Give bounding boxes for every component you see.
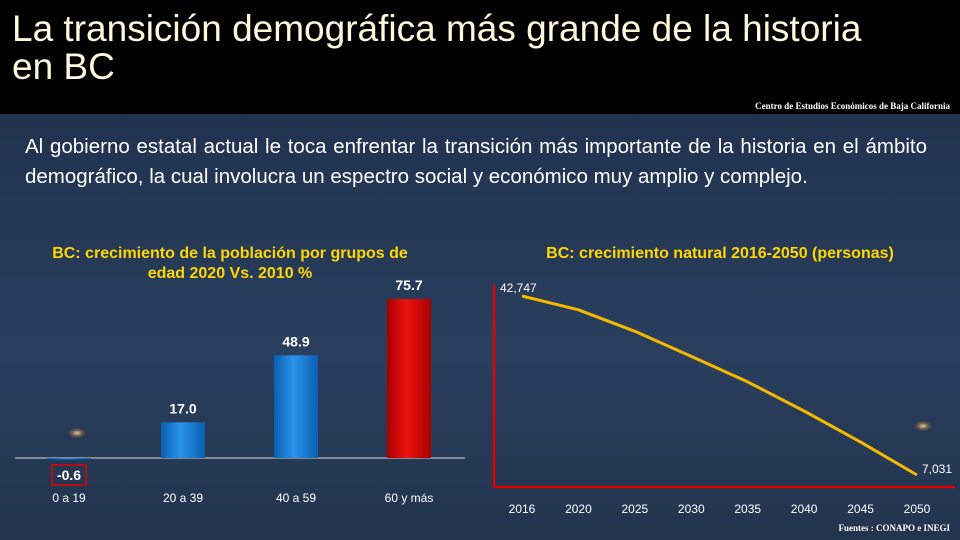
x-tick-label: 2016	[509, 502, 536, 516]
bar	[387, 299, 431, 458]
line-chart: 2016 2020 2025 2030 2035 2040 2045 2050 42,747 7,…	[492, 281, 955, 516]
series-line	[521, 294, 918, 477]
bar	[47, 458, 91, 460]
bar-category-label: 60 y más	[385, 491, 434, 505]
bar-category-label: 20 a 39	[163, 491, 203, 505]
bar-chart-title: BC: crecimiento de la población por grup…	[52, 245, 408, 282]
bar	[161, 422, 205, 458]
intro-paragraph: Al gobierno estatal actual le toca enfre…	[25, 135, 927, 188]
bar-value-label: -0.6	[57, 467, 81, 483]
x-tick-label: 2020	[565, 502, 592, 516]
x-tick-label: 2045	[847, 502, 874, 516]
x-tick-label: 2040	[791, 502, 818, 516]
x-tick-label: 2025	[622, 502, 649, 516]
decorative-glow	[914, 421, 932, 431]
header-bar: La transición demográfica más grande de …	[0, 0, 960, 114]
x-tick-label: 2035	[734, 502, 761, 516]
decorative-glow	[68, 428, 86, 438]
page-title: La transición demográfica más grande de …	[12, 8, 862, 87]
bar-value-label: 48.9	[282, 333, 309, 349]
line-chart-title: BC: crecimiento natural 2016-2050 (perso…	[546, 245, 894, 262]
bar-category-label: 0 a 19	[52, 491, 86, 505]
bar-chart: -0.6 0 a 19 17.0 20 a 39 48.9 40 a 59 75.7 60 y…	[15, 277, 465, 505]
sources-note: Fuentes : CONAPO e INEGI	[838, 523, 951, 533]
bar	[274, 355, 318, 458]
x-tick-label: 2030	[678, 502, 705, 516]
bar-value-label: 17.0	[169, 400, 196, 416]
bar-value-label: 75.7	[395, 277, 422, 293]
header-source: Centro de Estudios Económicos de Baja Ca…	[755, 101, 950, 111]
x-tick-label: 2050	[904, 502, 931, 516]
negative-value-box	[51, 464, 87, 486]
bar-category-label: 40 a 59	[276, 491, 316, 505]
first-point-label: 42,747	[500, 281, 537, 295]
last-point-label: 7,031	[922, 462, 952, 476]
